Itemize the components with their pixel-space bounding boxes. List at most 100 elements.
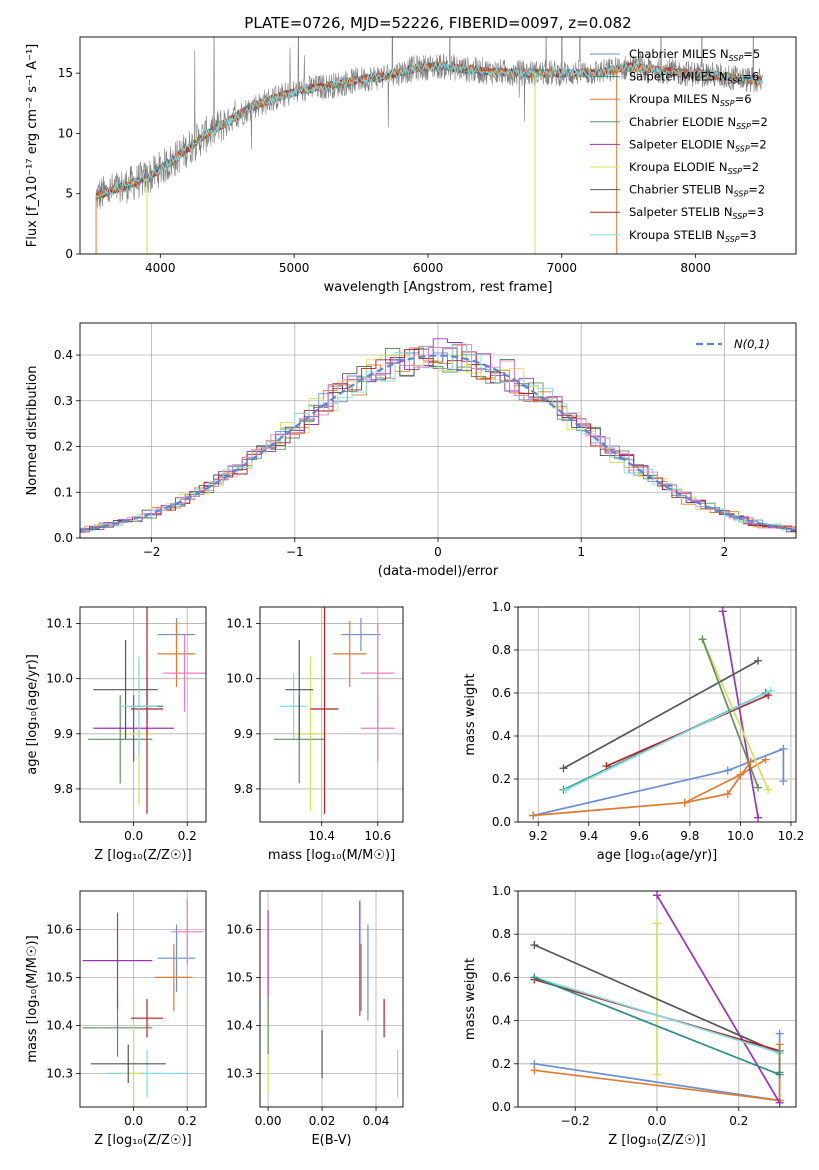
- weight-marker: [562, 785, 571, 794]
- y-tick-label: 15: [58, 66, 73, 80]
- residual-histogram: [80, 343, 796, 534]
- weight-marker: [602, 762, 611, 771]
- y-tick-label: 0.8: [492, 643, 511, 657]
- legend-entry: Salpeter ELODIE NSSP=2: [629, 137, 767, 153]
- y-tick-label: 10.6: [46, 922, 73, 936]
- axes-frame: [79, 322, 797, 539]
- axes-frame: [79, 890, 207, 1108]
- y-tick-label: 9.9: [54, 727, 73, 741]
- weight-marker: [698, 635, 707, 644]
- weight-line: [721, 611, 759, 818]
- weight-line: [565, 690, 772, 791]
- x-tick-label: 9.2: [529, 829, 548, 843]
- error-bar: [296, 656, 325, 811]
- error-bar: [310, 607, 339, 814]
- y-tick-label: 5: [65, 187, 73, 201]
- weight-line: [534, 976, 780, 1054]
- residual-histogram: [80, 343, 796, 533]
- axes-frame: [517, 890, 797, 1108]
- error-bar: [90, 1044, 166, 1083]
- error-bar: [93, 695, 174, 762]
- weight-marker: [746, 757, 755, 766]
- y-axis-label: age [log₁₀(age/yr)]: [25, 654, 40, 775]
- x-tick-label: 0.0: [124, 1114, 143, 1128]
- weight-marker: [754, 656, 763, 665]
- error-bar: [120, 656, 158, 756]
- y-tick-label: 10.0: [226, 672, 253, 686]
- x-tick-label: 7000: [547, 261, 578, 275]
- y-tick-label: 0.6: [492, 970, 511, 984]
- error-bar: [130, 999, 164, 1038]
- x-tick-label: 0.0: [124, 829, 143, 843]
- x-axis-label: Z [log₁₀(Z/Z☉)]: [94, 848, 191, 863]
- x-tick-label: 9.4: [579, 829, 598, 843]
- error-bar: [285, 640, 314, 740]
- y-tick-label: 10.6: [226, 922, 253, 936]
- weight-marker: [680, 798, 689, 807]
- error-bar: [155, 943, 193, 1011]
- weight-marker: [559, 764, 568, 773]
- x-tick-label: 0: [434, 545, 442, 559]
- y-axis-label: mass weight: [463, 958, 478, 1040]
- legend-entry: Salpeter MILES NSSP=6: [629, 70, 759, 86]
- error-bar: [163, 634, 206, 712]
- x-tick-label: 10.2: [778, 829, 805, 843]
- weight-marker: [779, 744, 788, 753]
- weight-marker: [718, 607, 727, 616]
- x-tick-label: 0.2: [729, 1114, 748, 1128]
- x-tick-label: 6000: [413, 261, 444, 275]
- y-tick-label: 0.8: [492, 927, 511, 941]
- weight-marker: [779, 777, 788, 786]
- y-tick-label: 1.0: [492, 884, 511, 898]
- y-tick-label: 10.0: [46, 672, 73, 686]
- plot-area: [274, 607, 395, 814]
- y-tick-label: 0.1: [54, 485, 73, 499]
- y-tick-label: 9.9: [234, 727, 253, 741]
- weight-marker: [529, 811, 538, 820]
- panel-spectrum: 4000 5000 6000 7000 8000 0 5 10 15 wavelength [An…: [25, 36, 797, 295]
- x-axis-label: Z [log₁₀(Z/Z☉)]: [94, 1133, 191, 1148]
- x-tick-label: 0.2: [178, 1114, 197, 1128]
- x-tick-label: 2: [721, 545, 729, 559]
- y-tick-label: 0.0: [492, 1100, 511, 1114]
- error-bar: [332, 620, 367, 687]
- weight-marker: [775, 1070, 784, 1079]
- weight-marker: [764, 785, 773, 794]
- x-tick-label: −2: [143, 545, 161, 559]
- y-tick-label: 10.5: [46, 970, 73, 984]
- weight-marker: [754, 783, 763, 792]
- x-axis-label: E(B-V): [311, 1133, 351, 1148]
- x-tick-label: 10.0: [727, 829, 754, 843]
- panel-weight-vs-Z: −0.2 0.0 0.2 0.0 0.2 0.4 0.6 0.8 1.0 Z [log₁₀(Z/Z…: [463, 884, 797, 1148]
- y-axis-label: Normed distribution: [25, 366, 40, 496]
- y-tick-label: 10: [58, 126, 73, 140]
- weight-marker: [766, 686, 775, 695]
- x-tick-label: 10.6: [364, 829, 391, 843]
- x-tick-label: −1: [286, 545, 304, 559]
- y-tick-label: 10.4: [226, 1018, 253, 1032]
- y-tick-label: 10.3: [226, 1066, 253, 1080]
- legend-entry: Kroupa ELODIE NSSP=2: [629, 160, 759, 176]
- weight-marker: [653, 1070, 661, 1079]
- axes-frame: [79, 606, 207, 823]
- x-tick-label: 1: [577, 545, 585, 559]
- x-axis-label: Z [log₁₀(Z/Z☉)]: [608, 1133, 705, 1148]
- x-tick-label: 0.0: [647, 1114, 666, 1128]
- error-bar: [93, 640, 158, 740]
- weight-line: [656, 894, 781, 1104]
- panel-mass-vs-Z: 0.0 0.2 10.3 10.4 10.5 10.6 Z [log₁₀(Z/Z☉)] mas…: [25, 890, 207, 1148]
- axes-frame: [259, 890, 404, 1108]
- y-tick-label: 0.0: [54, 531, 73, 545]
- legend-entry: Salpeter STELIB NSSP=3: [629, 205, 764, 221]
- weight-marker: [754, 813, 763, 822]
- x-axis-label: wavelength [Angstrom, rest frame]: [324, 280, 553, 295]
- y-tick-label: 0.4: [54, 348, 73, 362]
- weight-marker: [775, 1046, 784, 1055]
- legend-entry: Kroupa MILES NSSP=6: [629, 92, 752, 108]
- x-axis-label: age [log₁₀(age/yr)]: [597, 848, 718, 863]
- weight-line: [701, 639, 759, 788]
- x-tick-label: 8000: [680, 261, 711, 275]
- y-tick-label: 9.8: [234, 782, 253, 796]
- weight-marker: [530, 973, 539, 982]
- y-tick-label: 10.5: [226, 970, 253, 984]
